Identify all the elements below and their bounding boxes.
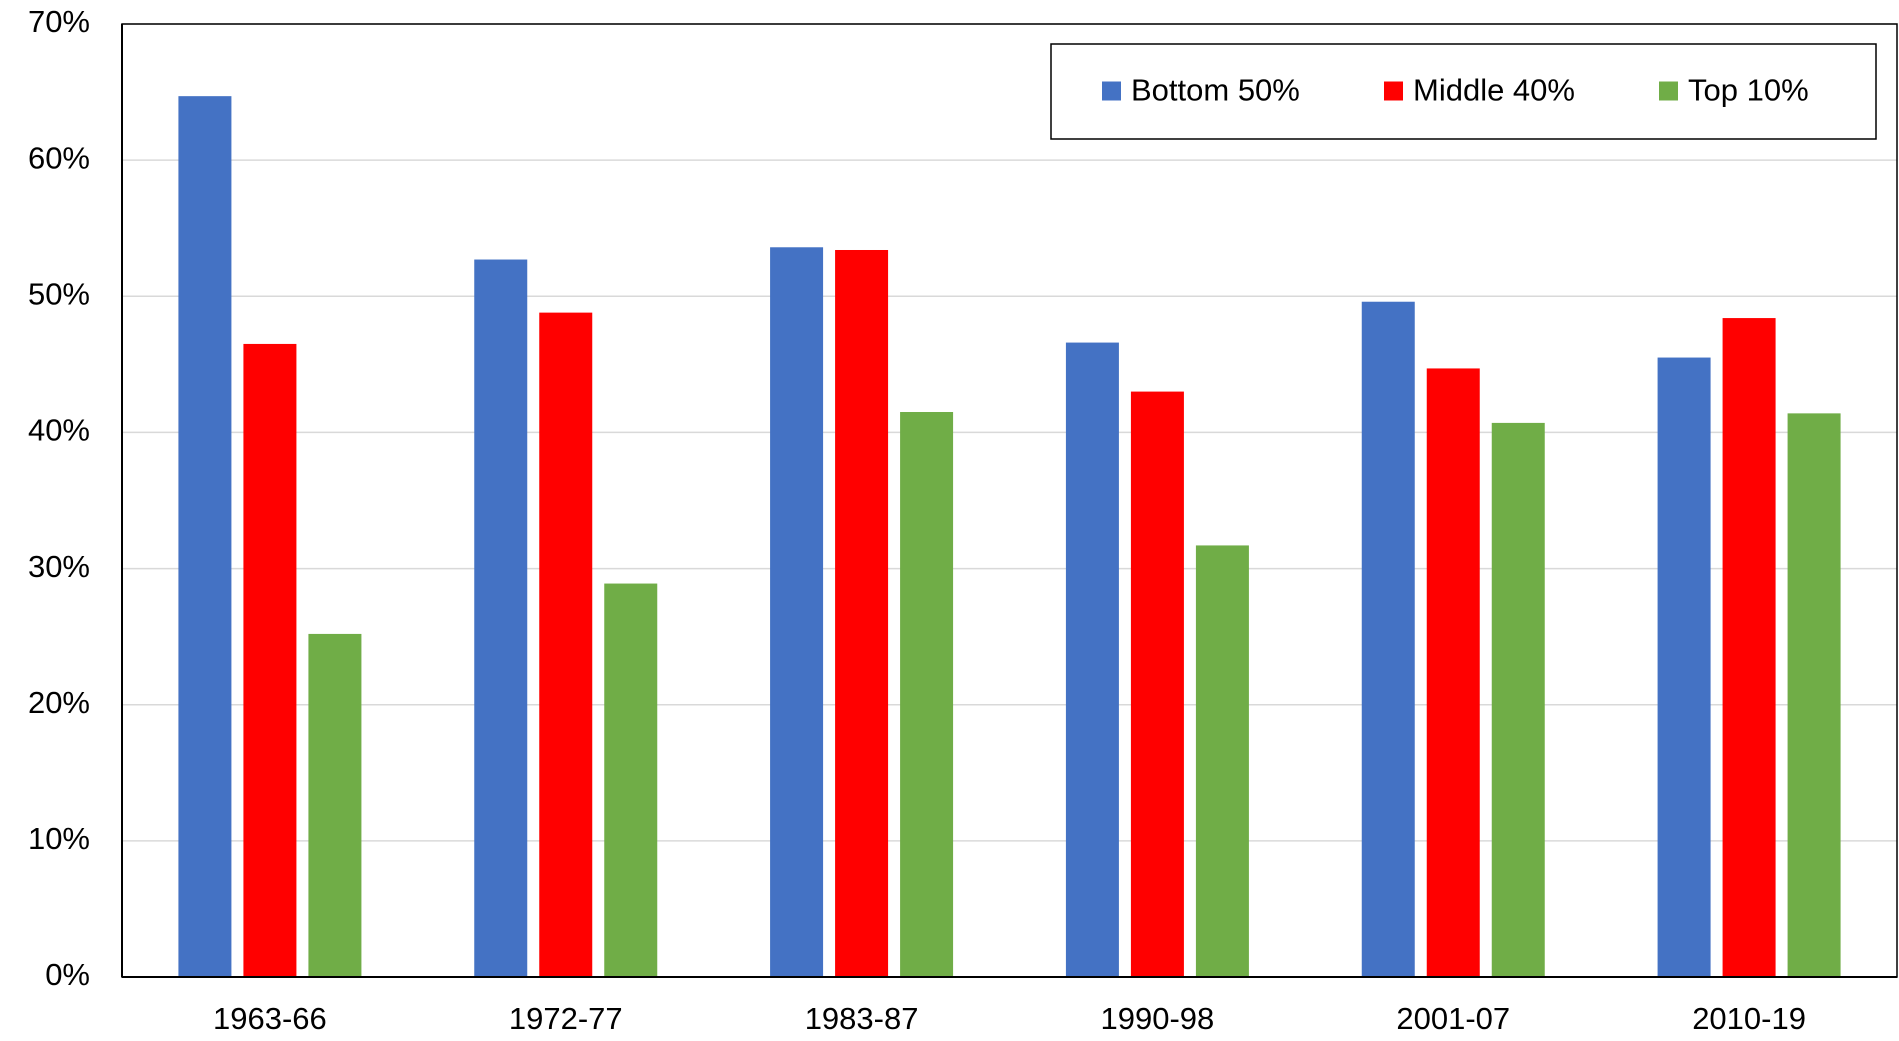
bar <box>770 247 824 977</box>
y-tick-label: 0% <box>45 957 90 992</box>
y-tick-label: 60% <box>28 140 90 175</box>
x-tick-label: 2001-07 <box>1396 1001 1510 1036</box>
plot-frame <box>121 23 1898 978</box>
legend-label: Middle 40% <box>1413 73 1575 108</box>
bar <box>1065 342 1119 977</box>
legend-box <box>1050 43 1877 140</box>
y-tick-label: 30% <box>28 549 90 584</box>
bar <box>604 583 658 977</box>
x-tick-label: 1983-87 <box>805 1001 919 1036</box>
bar <box>1361 301 1415 977</box>
bar <box>1491 422 1545 977</box>
legend-label: Top 10% <box>1688 73 1809 108</box>
legend-label: Bottom 50% <box>1131 73 1300 108</box>
bar <box>178 96 232 978</box>
legend-swatch <box>1659 81 1678 101</box>
bar <box>1657 357 1711 977</box>
x-tick-label: 2010-19 <box>1692 1001 1806 1036</box>
x-tick-label: 1963-66 <box>213 1001 327 1036</box>
bar <box>1130 391 1184 978</box>
y-tick-label: 20% <box>28 685 90 720</box>
bar <box>1426 368 1480 978</box>
y-tick-label: 40% <box>28 413 90 448</box>
x-tick-label: 1972-77 <box>509 1001 623 1036</box>
bar <box>1722 318 1776 977</box>
y-tick-label: 70% <box>28 4 90 39</box>
bar <box>1195 545 1249 977</box>
bar <box>1787 413 1841 978</box>
bar <box>539 312 593 977</box>
bar <box>835 249 889 978</box>
bar <box>308 633 362 977</box>
y-tick-label: 10% <box>28 821 90 856</box>
x-tick-label: 1990-98 <box>1101 1001 1215 1036</box>
y-tick-label: 50% <box>28 276 90 311</box>
legend-swatch <box>1102 81 1121 101</box>
legend-swatch <box>1384 81 1403 101</box>
bar <box>474 259 528 978</box>
bar <box>243 343 297 978</box>
bar <box>900 412 954 977</box>
